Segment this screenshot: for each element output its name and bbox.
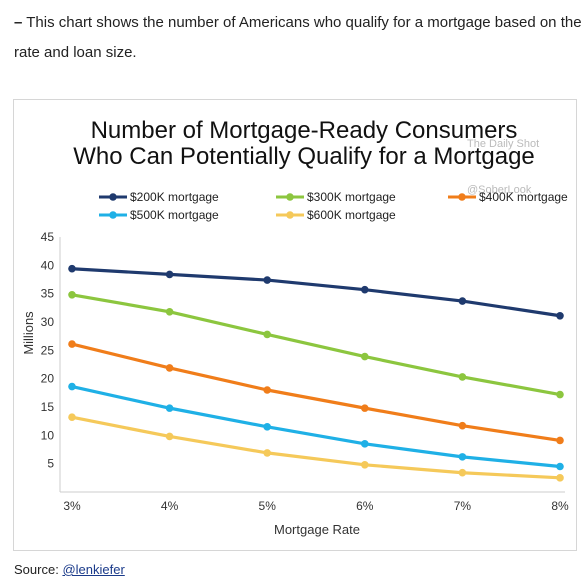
watermark-line-2: @SoberLook bbox=[467, 184, 532, 196]
data-point bbox=[165, 404, 174, 412]
data-point bbox=[361, 285, 369, 294]
data-point bbox=[361, 461, 369, 469]
x-tick-label: 3% bbox=[63, 499, 81, 513]
series-line bbox=[71, 293, 561, 397]
data-point bbox=[68, 291, 76, 299]
data-point bbox=[361, 352, 369, 361]
data-point bbox=[165, 308, 174, 316]
data-point bbox=[68, 413, 76, 422]
data-point bbox=[556, 462, 564, 471]
legend-marker bbox=[286, 211, 294, 219]
data-point bbox=[165, 432, 174, 441]
series-line bbox=[71, 342, 561, 443]
data-point bbox=[458, 373, 467, 381]
x-axis-label: Mortgage Rate bbox=[274, 522, 360, 537]
data-point bbox=[556, 474, 564, 482]
data-point bbox=[263, 330, 271, 339]
data-point bbox=[556, 390, 564, 399]
x-tick-label: 4% bbox=[161, 499, 179, 513]
legend-marker bbox=[109, 193, 117, 201]
watermark-line-1: The Daily Shot bbox=[467, 138, 539, 150]
x-tick-label: 8% bbox=[551, 499, 569, 513]
y-tick-label: 5 bbox=[47, 457, 54, 471]
series-line bbox=[71, 385, 561, 469]
x-tick-label: 7% bbox=[454, 499, 472, 513]
y-axis: 5 10 15 20 25 30 35 40 45 bbox=[41, 230, 61, 492]
legend-label: $200K mortgage bbox=[130, 190, 219, 204]
data-point bbox=[361, 404, 369, 412]
y-tick-label: 15 bbox=[41, 400, 55, 414]
source-line: Source: @lenkiefer bbox=[14, 562, 125, 577]
data-point bbox=[165, 270, 174, 279]
data-point bbox=[68, 264, 76, 273]
data-point bbox=[68, 382, 76, 391]
y-tick-label: 45 bbox=[41, 230, 55, 244]
x-axis: 3% 4% 5% 6% 7% 8% bbox=[60, 491, 569, 513]
legend-marker bbox=[286, 193, 294, 201]
data-point bbox=[458, 421, 467, 430]
data-point bbox=[458, 468, 467, 477]
legend-label: $600K mortgage bbox=[307, 208, 396, 222]
data-point bbox=[458, 297, 467, 305]
y-axis-label: Millions bbox=[21, 311, 36, 355]
source-link[interactable]: @lenkiefer bbox=[62, 562, 125, 577]
data-point bbox=[361, 440, 369, 448]
legend-label: $300K mortgage bbox=[307, 190, 396, 204]
data-point bbox=[263, 423, 271, 431]
data-point bbox=[556, 311, 564, 320]
y-tick-label: 40 bbox=[41, 258, 55, 272]
y-tick-label: 25 bbox=[41, 343, 55, 357]
legend-label: $500K mortgage bbox=[130, 208, 219, 222]
data-point bbox=[68, 340, 76, 348]
x-tick-label: 6% bbox=[356, 499, 374, 513]
source-label: Source: bbox=[14, 562, 59, 577]
data-point bbox=[458, 453, 467, 461]
x-tick-label: 5% bbox=[259, 499, 277, 513]
legend-label: $400K mortgage bbox=[479, 190, 568, 204]
plot-area bbox=[68, 264, 564, 482]
y-tick-label: 10 bbox=[41, 428, 55, 442]
data-point bbox=[263, 449, 271, 457]
intro-dash: – bbox=[14, 14, 23, 31]
series-line bbox=[71, 415, 561, 480]
data-point bbox=[556, 436, 564, 445]
y-tick-label: 20 bbox=[41, 372, 55, 386]
data-point bbox=[263, 386, 271, 394]
mortgage-chart: Number of Mortgage-Ready Consumers Who C… bbox=[21, 117, 569, 537]
data-point bbox=[165, 364, 174, 372]
legend-marker bbox=[458, 193, 466, 201]
legend-marker bbox=[109, 211, 117, 219]
intro-text: – This chart shows the number of America… bbox=[14, 8, 584, 68]
chart-subtitle: Who Can Potentially Qualify for a Mortga… bbox=[73, 143, 535, 170]
y-tick-label: 30 bbox=[41, 315, 55, 329]
chart-legend: $200K mortgage $300K mortgage $400K mortga… bbox=[99, 190, 568, 222]
intro-sentence: This chart shows the number of Americans… bbox=[14, 14, 582, 61]
chart-frame: Number of Mortgage-Ready Consumers Who C… bbox=[13, 99, 577, 551]
chart-title: Number of Mortgage-Ready Consumers bbox=[91, 117, 518, 144]
y-tick-label: 35 bbox=[41, 287, 55, 301]
data-point bbox=[263, 276, 271, 284]
series-line bbox=[71, 267, 561, 318]
